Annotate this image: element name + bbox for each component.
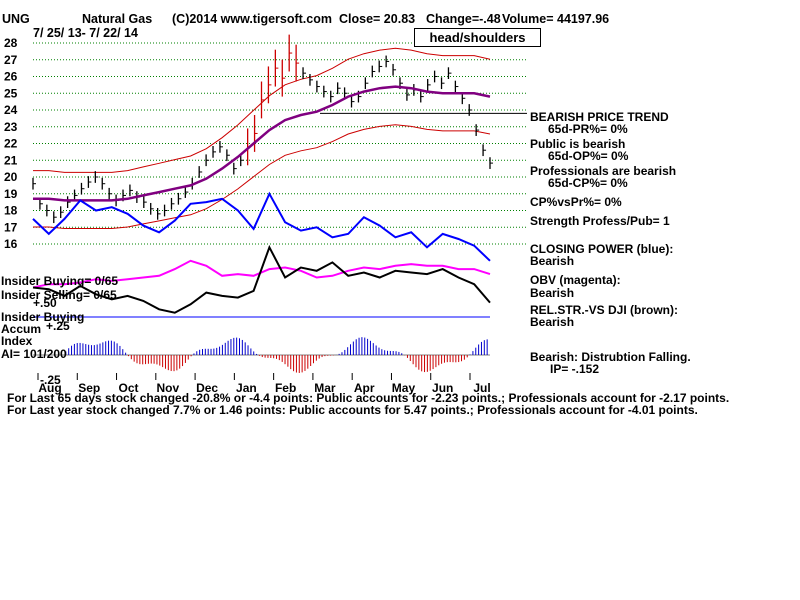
header-close: Close= 20.83 <box>339 12 416 26</box>
cpvspr-label: CP%vsPr%= 0% <box>530 195 622 209</box>
insider-buying-label: Insider Buying= 0/65 <box>1 274 119 288</box>
minus25-label: -.25 <box>40 373 61 387</box>
x-tick-label: Sep <box>78 381 100 395</box>
y-tick-label: 23 <box>4 120 18 134</box>
relstr-line <box>32 244 491 314</box>
x-tick-label: Jul <box>473 381 490 395</box>
relstr-label: REL.STR.-VS DJI (brown): <box>530 303 678 317</box>
distribution-label: Bearish: Distrubtion Falling. <box>530 350 691 364</box>
header-date-range: 7/ 25/ 13- 7/ 22/ 14 <box>33 26 138 40</box>
closing-power-line <box>32 191 491 262</box>
moving-average-line <box>33 85 491 202</box>
x-tick-label: Apr <box>354 381 375 395</box>
header-volume: Volume= 44197.96 <box>502 12 610 26</box>
strength-label: Strength Profess/Pub= 1 <box>530 214 670 228</box>
y-tick-label: 20 <box>4 170 18 184</box>
x-tick-label: May <box>392 381 416 395</box>
head-shoulders-label: head/shoulders <box>414 28 541 47</box>
ai-label: AI= 101/200 <box>1 347 67 361</box>
header-copyright: (C)2014 www.tigersoft.com <box>172 12 332 26</box>
closing-power-label: CLOSING POWER (blue): <box>530 242 674 256</box>
plus25-label: +.25 <box>46 319 70 333</box>
obv-state: Bearish <box>530 286 575 300</box>
x-tick-label: Jun <box>432 381 453 395</box>
header-change: Change=-.48 <box>426 12 501 26</box>
y-tick-label: 19 <box>4 187 18 201</box>
x-tick-label: Oct <box>119 381 139 395</box>
lower-band-line <box>33 124 491 229</box>
pr-label: 65d-PR%= 0% <box>548 122 628 136</box>
y-tick-label: 26 <box>4 70 18 84</box>
index-label: Index <box>1 334 33 348</box>
footer-line-2: For Last year stock changed 7.7% or 1.46… <box>7 403 698 417</box>
y-tick-label: 18 <box>4 204 18 218</box>
x-tick-label: Dec <box>196 381 218 395</box>
obv-line <box>32 259 491 289</box>
x-tick-label: Jan <box>236 381 257 395</box>
y-tick-label: 22 <box>4 137 18 151</box>
header-symbol: UNG <box>2 12 30 26</box>
bearish-trend-label: BEARISH PRICE TREND <box>530 110 669 124</box>
obv-label: OBV (magenta): <box>530 273 621 287</box>
footer-line-1: For Last 65 days stock changed -20.8% or… <box>7 391 730 405</box>
x-tick-label: Aug <box>38 381 61 395</box>
insider-selling-label: Insider Selling= 0/65 <box>1 288 117 302</box>
y-tick-label: 24 <box>4 103 18 117</box>
prof-bearish-label: Professionals are bearish <box>530 164 677 178</box>
header-name: Natural Gas <box>82 12 153 26</box>
x-tick-label: Mar <box>314 381 336 395</box>
closing-power-state: Bearish <box>530 254 575 268</box>
y-tick-label: 21 <box>4 153 18 167</box>
ip-label: IP= -.152 <box>550 362 600 376</box>
y-tick-label: 28 <box>4 36 18 50</box>
y-tick-label: 25 <box>4 86 18 100</box>
relstr-state: Bearish <box>530 315 575 329</box>
cp-label: 65d-CP%= 0% <box>548 176 628 190</box>
insider-buying-label-2: Insider Buying <box>1 310 85 324</box>
x-tick-label: Feb <box>275 381 296 395</box>
accum-label: Accum <box>1 322 42 336</box>
x-tick-label: Nov <box>156 381 179 395</box>
y-tick-label: 17 <box>4 220 18 234</box>
plus50-label: +.50 <box>33 296 57 310</box>
y-tick-label: 16 <box>4 237 18 251</box>
y-tick-label: 27 <box>4 53 18 67</box>
public-bearish-label: Public is bearish <box>530 137 626 151</box>
op-label: 65d-OP%= 0% <box>548 149 629 163</box>
